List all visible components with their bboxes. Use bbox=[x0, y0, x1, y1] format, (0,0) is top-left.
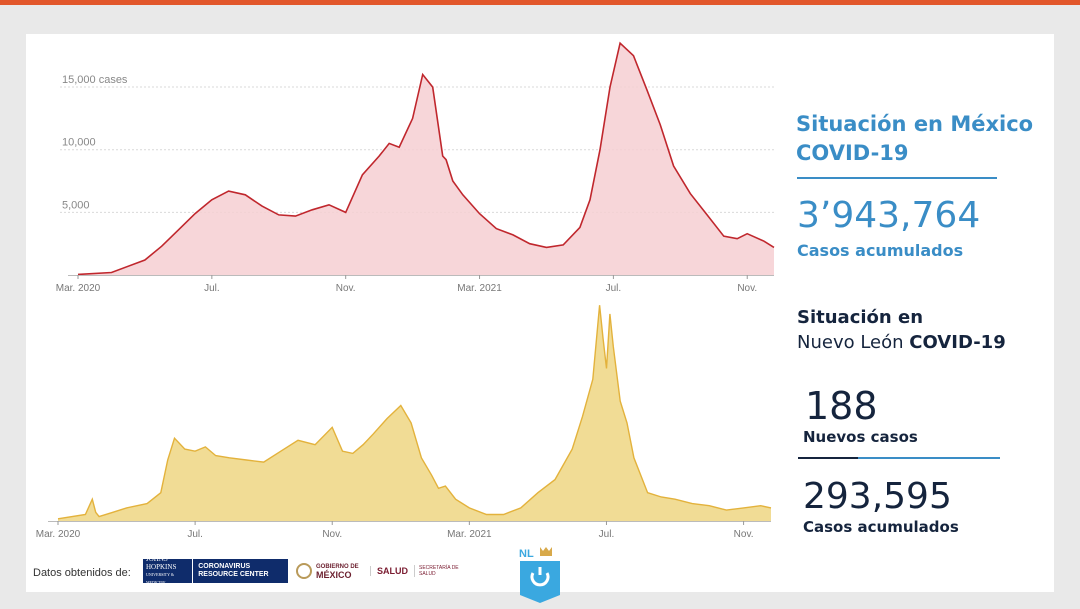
x-tick-label: Nov. bbox=[734, 529, 754, 540]
mexico-total-cases: 3’943,764 bbox=[797, 195, 981, 236]
x-tick-label: Nov. bbox=[322, 529, 342, 540]
gob-top: GOBIERNO DE bbox=[316, 564, 359, 570]
mexico-cases-line bbox=[77, 41, 775, 276]
jhu-center: CORONAVIRUS RESOURCE CENTER bbox=[198, 563, 269, 578]
y-tick-label: 5,000 bbox=[62, 199, 90, 211]
jhu-sub-text: UNIVERSITY & MEDICINE bbox=[146, 572, 174, 585]
mexico-total-label: Casos acumulados bbox=[797, 241, 964, 260]
jhu-name: JOHNS HOPKINS UNIVERSITY & MEDICINE bbox=[143, 555, 194, 587]
x-tick-label: Jul. bbox=[187, 529, 203, 540]
crown-icon bbox=[540, 547, 552, 556]
mexico-title-line1: Situación en México bbox=[796, 112, 1034, 136]
source-label: Datos obtenidos de: bbox=[33, 567, 131, 579]
mexico-chart-axis: Mar. 2020 Jul. Nov. Mar. 2021 Jul. Nov. bbox=[56, 275, 774, 294]
nl-new-cases-label: Nuevos casos bbox=[803, 428, 918, 446]
x-tick-label: Jul. bbox=[606, 283, 622, 294]
salud-text: SALUD bbox=[370, 566, 414, 576]
x-tick-label: Jul. bbox=[599, 529, 615, 540]
seal-icon bbox=[296, 563, 312, 579]
nuevo-leon-logo: NL bbox=[518, 546, 562, 609]
x-tick-label: Mar. 2020 bbox=[36, 529, 81, 540]
nl-total-cases: 293,595 bbox=[803, 476, 952, 517]
shield-icon bbox=[520, 561, 560, 603]
mexico-cases-area bbox=[78, 43, 774, 276]
nl-logo-text: NL bbox=[519, 548, 534, 560]
nl-total-label: Casos acumulados bbox=[803, 518, 959, 536]
nuevo-leon-cases-area bbox=[58, 305, 771, 521]
gobierno-mexico-logo: GOBIERNO DE MÉXICO bbox=[296, 560, 366, 582]
johns-hopkins-logo: JOHNS HOPKINS UNIVERSITY & MEDICINE CORON… bbox=[143, 555, 288, 587]
mexico-divider bbox=[797, 177, 997, 179]
nl-symbol-icon bbox=[530, 567, 550, 587]
x-tick-label: Nov. bbox=[737, 283, 757, 294]
x-tick-label: Mar. 2021 bbox=[447, 529, 492, 540]
nl-title-line2: Nuevo León COVID-19 bbox=[797, 332, 1006, 353]
salud-logo: SALUD SECRETARÍA DE SALUD bbox=[370, 560, 461, 582]
nl-divider-dark bbox=[798, 457, 858, 459]
nuevo-leon-chart-axis: Mar. 2020 Jul. Nov. Mar. 2021 Jul. Nov. bbox=[36, 521, 771, 540]
x-tick-label: Mar. 2021 bbox=[457, 283, 502, 294]
y-tick-label: 15,000 cases bbox=[62, 74, 128, 86]
nl-new-cases: 188 bbox=[805, 384, 878, 428]
mexico-title-line2: COVID-19 bbox=[796, 141, 909, 165]
x-tick-label: Jul. bbox=[204, 283, 220, 294]
x-tick-label: Mar. 2020 bbox=[56, 283, 101, 294]
nl-divider-blue bbox=[858, 457, 1000, 459]
salud-sub: SECRETARÍA DE SALUD bbox=[414, 565, 461, 577]
nl-title-line1: Situación en bbox=[797, 307, 924, 328]
y-tick-label: 10,000 bbox=[62, 137, 96, 149]
gob-main: MÉXICO bbox=[316, 570, 352, 580]
nl-title-covid: COVID-19 bbox=[909, 332, 1006, 353]
mexico-title: Situación en México COVID-19 bbox=[796, 110, 1033, 168]
x-tick-label: Nov. bbox=[336, 283, 356, 294]
nuevo-leon-cases-line bbox=[57, 305, 772, 520]
top-accent-bar bbox=[0, 0, 1080, 5]
jhu-name-text: JOHNS HOPKINS bbox=[146, 555, 177, 571]
nl-title-state: Nuevo León bbox=[797, 332, 904, 353]
